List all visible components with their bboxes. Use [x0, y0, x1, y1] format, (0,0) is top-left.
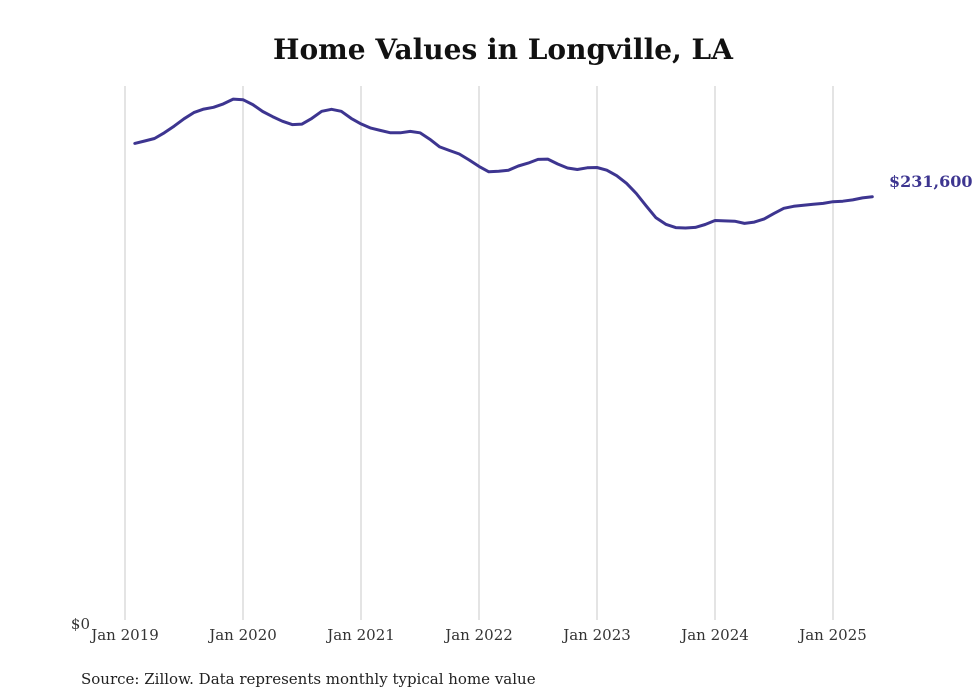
x-tick-label-1: Jan 2020 — [207, 626, 277, 644]
source-note: Source: Zillow. Data represents monthly … — [81, 670, 536, 688]
x-tick-label-2: Jan 2021 — [325, 626, 395, 644]
x-tick-label-4: Jan 2023 — [561, 626, 631, 644]
gridlines — [124, 86, 834, 620]
series-line — [133, 97, 874, 230]
y-tick-label-zero: $0 — [71, 615, 90, 633]
x-tick-labels: Jan 2019 Jan 2020 Jan 2021 Jan 2022 Jan 2023… — [89, 626, 867, 644]
series-line-group — [133, 97, 874, 230]
x-tick-label-3: Jan 2022 — [443, 626, 513, 644]
x-tick-label-6: Jan 2025 — [797, 626, 867, 644]
chart-title: Home Values in Longville, LA — [273, 33, 734, 66]
end-value-label: $231,600 — [889, 172, 973, 191]
x-tick-label-5: Jan 2024 — [679, 626, 749, 644]
x-tick-label-0: Jan 2019 — [89, 626, 159, 644]
